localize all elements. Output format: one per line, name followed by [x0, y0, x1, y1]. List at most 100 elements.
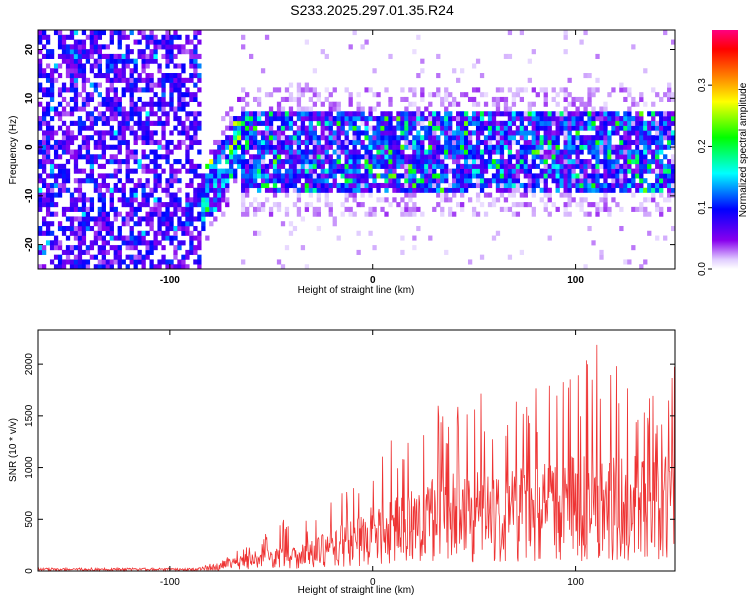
colorbar-ticks: 0.00.10.20.3 — [697, 78, 712, 276]
heatmap-cell — [101, 245, 106, 251]
heatmap-cell — [515, 168, 521, 174]
heatmap-cell — [539, 139, 544, 146]
heatmap-cell — [117, 106, 122, 112]
heatmap-cell — [197, 149, 202, 155]
heatmap-cell — [607, 173, 612, 179]
heatmap-cell — [268, 116, 274, 122]
heatmap-cell — [392, 149, 397, 155]
heatmap-cell — [360, 173, 365, 179]
heatmap-cell — [89, 216, 95, 222]
heatmap-cell — [161, 77, 166, 83]
heatmap-cell — [85, 92, 91, 98]
heatmap-cell — [141, 130, 146, 136]
heatmap-cell — [555, 125, 560, 131]
heatmap-cell — [659, 206, 664, 212]
heatmap-cell — [233, 168, 238, 174]
heatmap-cell — [424, 116, 429, 122]
heatmap-cell — [193, 30, 198, 36]
heatmap-cell — [651, 154, 656, 160]
heatmap-cell — [153, 101, 158, 107]
heatmap-cell — [547, 139, 552, 146]
heatmap-cell — [276, 125, 282, 131]
heatmap-cell — [384, 168, 389, 174]
heatmap-cell — [591, 139, 596, 146]
heatmap-cell — [101, 202, 106, 208]
heatmap-cell — [57, 259, 63, 265]
heatmap-cell — [304, 82, 310, 88]
heatmap-cell — [400, 249, 405, 255]
heatmap-cell — [404, 111, 409, 117]
heatmap-cell — [38, 225, 43, 232]
heatmap-cell — [555, 168, 560, 174]
heatmap-cell — [404, 211, 409, 217]
heatmap-cell — [360, 144, 365, 150]
heatmap-cell — [141, 30, 146, 36]
heatmap-cell — [304, 178, 310, 184]
heatmap-cell — [655, 206, 660, 212]
heatmap-cell — [213, 178, 218, 184]
heatmap-cell — [444, 187, 449, 193]
heatmap-cell — [631, 44, 636, 50]
heatmap-cell — [559, 125, 564, 131]
heatmap-cell — [189, 53, 194, 59]
heatmap-cell — [149, 168, 154, 174]
heatmap-cell — [276, 173, 282, 179]
heatmap-cell — [304, 39, 310, 45]
heatmap-cell — [169, 235, 174, 241]
heatmap-cell — [543, 144, 548, 150]
heatmap-cell — [284, 168, 290, 174]
heatmap-cell — [579, 159, 584, 165]
heatmap-cell — [587, 120, 592, 126]
heatmap-cell — [189, 159, 194, 165]
heatmap-cell — [49, 106, 55, 112]
heatmap-cell — [141, 101, 146, 107]
heatmap-cell — [109, 130, 114, 136]
heatmap-cell — [316, 173, 321, 179]
heatmap-cell — [264, 130, 270, 136]
heatmap-cell — [125, 240, 130, 246]
heatmap-cell — [121, 182, 126, 189]
heatmap-cell — [65, 111, 71, 117]
heatmap-cell — [511, 135, 517, 141]
heatmap-cell — [428, 116, 433, 122]
heatmap-cell — [45, 135, 51, 141]
heatmap-cell — [209, 221, 214, 227]
heatmap-cell — [97, 182, 102, 189]
heatmap-cell — [169, 39, 174, 45]
heatmap-cell — [372, 163, 377, 169]
heatmap-cell — [412, 163, 417, 169]
heatmap-cell — [591, 168, 596, 174]
heatmap-cell — [193, 53, 198, 59]
heatmap-cell — [45, 106, 51, 112]
heatmap-cell — [137, 53, 142, 59]
heatmap-cell — [65, 34, 71, 40]
heatmap-cell — [161, 96, 166, 102]
heatmap-cell — [229, 163, 234, 169]
heatmap-cell — [396, 144, 401, 150]
heatmap-cell — [165, 34, 170, 40]
heatmap-cell — [145, 125, 150, 131]
heatmap-cell — [300, 173, 306, 179]
heatmap-cell — [268, 206, 274, 212]
heatmap-cell — [109, 135, 114, 141]
heatmap-cell — [133, 149, 138, 155]
heatmap-cell — [671, 116, 676, 122]
heatmap-cell — [157, 211, 162, 217]
snr-y-label: SNR (10 * v/v) — [8, 418, 19, 482]
heatmap-cell — [420, 173, 425, 179]
heatmap-cell — [388, 173, 393, 179]
heatmap-cell — [571, 144, 576, 150]
heatmap-cell — [448, 111, 453, 117]
heatmap-cell — [165, 116, 170, 122]
heatmap-cell — [360, 44, 365, 50]
heatmap-cell — [145, 139, 150, 146]
heatmap-cell — [181, 101, 186, 107]
heatmap-cell — [444, 144, 449, 150]
heatmap-cell — [368, 168, 373, 174]
heatmap-cell — [507, 53, 513, 59]
heatmap-cell — [463, 139, 469, 146]
heatmap-cell — [380, 163, 385, 169]
heatmap-cell — [595, 159, 600, 165]
heatmap-cell — [535, 163, 540, 169]
